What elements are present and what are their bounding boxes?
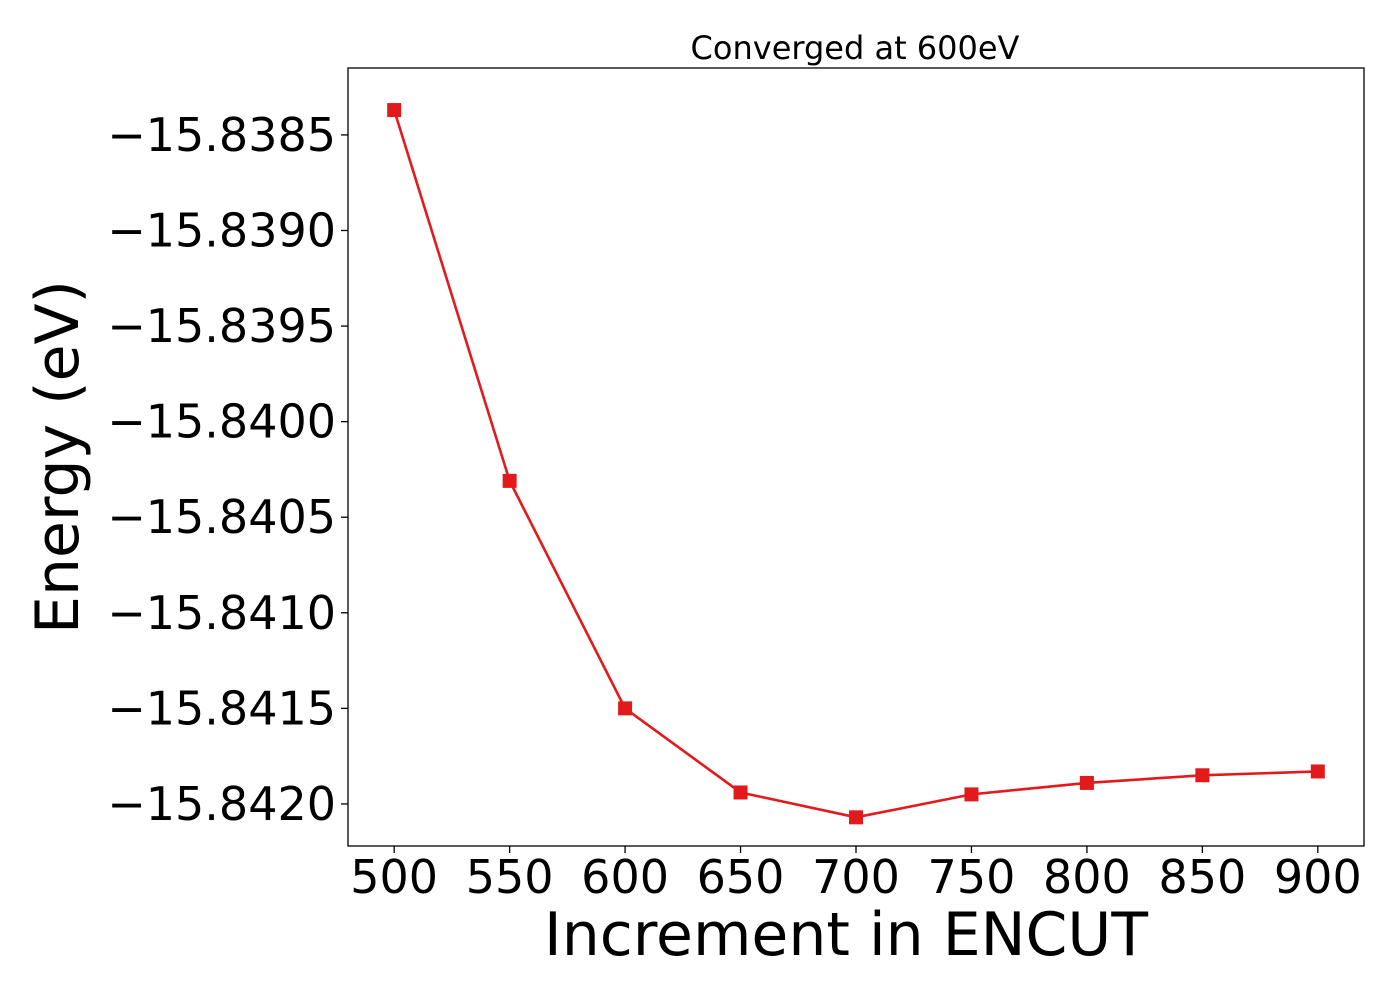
x-tick-label: 500 — [350, 850, 438, 904]
y-tick-label: −15.8390 — [107, 203, 336, 257]
data-point — [502, 473, 517, 488]
y-tick-label: −15.8400 — [107, 395, 336, 449]
data-point — [618, 701, 633, 716]
data-point — [1310, 764, 1325, 779]
x-axis-label: Increment in ENCUT — [544, 900, 1148, 970]
data-point — [1079, 775, 1094, 790]
x-tick-label: 800 — [1043, 850, 1131, 904]
y-tick-label: −15.8385 — [107, 108, 336, 162]
y-tick-label: −15.8420 — [107, 777, 336, 831]
y-tick-label: −15.8410 — [107, 586, 336, 640]
plot-area — [387, 103, 1325, 825]
y-axis-label: Energy (eV) — [23, 280, 93, 634]
data-point — [964, 787, 979, 802]
x-tick-label: 550 — [466, 850, 554, 904]
y-tick-label: −15.8405 — [107, 490, 336, 544]
data-point — [387, 103, 402, 118]
chart-title: Converged at 600eV — [691, 29, 1020, 67]
y-tick-label: −15.8395 — [107, 299, 336, 353]
x-tick-label: 850 — [1158, 850, 1246, 904]
y-axis: −15.8385 −15.8390 −15.8395 −15.8400 −15.8405… — [107, 108, 348, 831]
x-tick-label: 650 — [697, 850, 785, 904]
data-point — [849, 810, 863, 825]
data-point — [1195, 768, 1210, 783]
x-axis: 500 550 600 650 700 750 800 850 900 — [350, 846, 1362, 904]
x-tick-label: 600 — [581, 850, 669, 904]
x-tick-label: 900 — [1274, 850, 1362, 904]
y-tick-label: −15.8415 — [107, 681, 336, 735]
x-tick-label: 750 — [928, 850, 1016, 904]
x-tick-label: 700 — [812, 850, 900, 904]
data-point — [733, 785, 748, 800]
